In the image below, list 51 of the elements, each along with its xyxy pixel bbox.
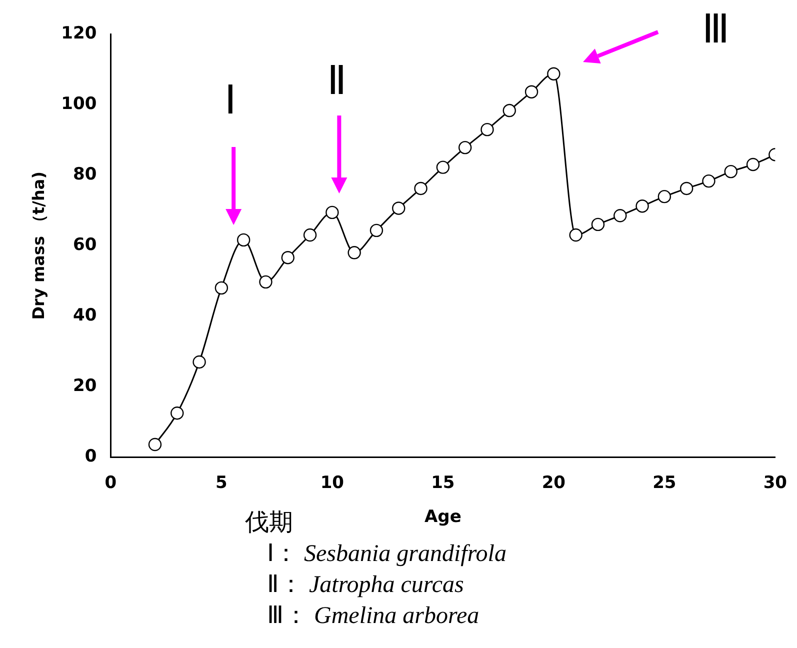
- annotation: Ⅲ: [702, 6, 730, 52]
- y-tick-label: 0: [84, 446, 97, 467]
- point: [326, 206, 339, 220]
- point: [303, 228, 317, 242]
- point: [436, 160, 450, 174]
- point: [680, 182, 694, 196]
- text: Ⅲ： Gmelina arborea: [267, 603, 480, 629]
- point: [480, 122, 494, 136]
- point: [569, 228, 582, 242]
- point: [192, 355, 206, 369]
- text: Ⅱ： Jatropha curcas: [267, 572, 464, 598]
- point: [259, 275, 272, 289]
- y-tick-label: 120: [61, 23, 97, 44]
- y-tick-label: 100: [61, 94, 97, 114]
- point: [658, 190, 672, 204]
- point: [724, 164, 738, 178]
- x-tick-label: 25: [652, 472, 676, 493]
- point: [746, 158, 760, 172]
- x-tick-label: 0: [104, 472, 117, 493]
- point: [636, 200, 649, 213]
- x-axis-title: Age: [424, 507, 462, 528]
- point: [414, 182, 428, 196]
- point: [236, 233, 250, 247]
- point: [591, 218, 605, 232]
- point: [214, 281, 228, 295]
- text: Ⅰ： Sesbania grandifrola: [267, 541, 506, 567]
- x-tick-label: 10: [320, 472, 344, 493]
- annotation: Ⅱ: [327, 58, 348, 103]
- text: 伐期: [245, 510, 293, 536]
- point: [170, 406, 184, 420]
- x-tick-label: 15: [431, 472, 455, 493]
- y-tick-label: 40: [73, 306, 97, 326]
- point: [502, 104, 516, 118]
- x-tick-label: 30: [763, 472, 788, 493]
- point: [702, 174, 716, 188]
- annotation: Ⅰ: [224, 77, 237, 122]
- point: [370, 224, 384, 238]
- x-tick-label: 20: [542, 472, 566, 493]
- y-tick-label: 60: [73, 235, 97, 256]
- point: [614, 209, 627, 222]
- point: [547, 67, 560, 80]
- y-axis-title: Dry mass （t/ha): [28, 171, 48, 320]
- point: [458, 140, 472, 154]
- point: [281, 250, 294, 264]
- point: [148, 438, 162, 452]
- point: [392, 202, 406, 215]
- point: [348, 246, 361, 260]
- y-tick-label: 20: [73, 376, 97, 396]
- point: [524, 85, 538, 98]
- y-tick-label: 80: [73, 164, 97, 184]
- x-tick-label: 5: [216, 472, 228, 493]
